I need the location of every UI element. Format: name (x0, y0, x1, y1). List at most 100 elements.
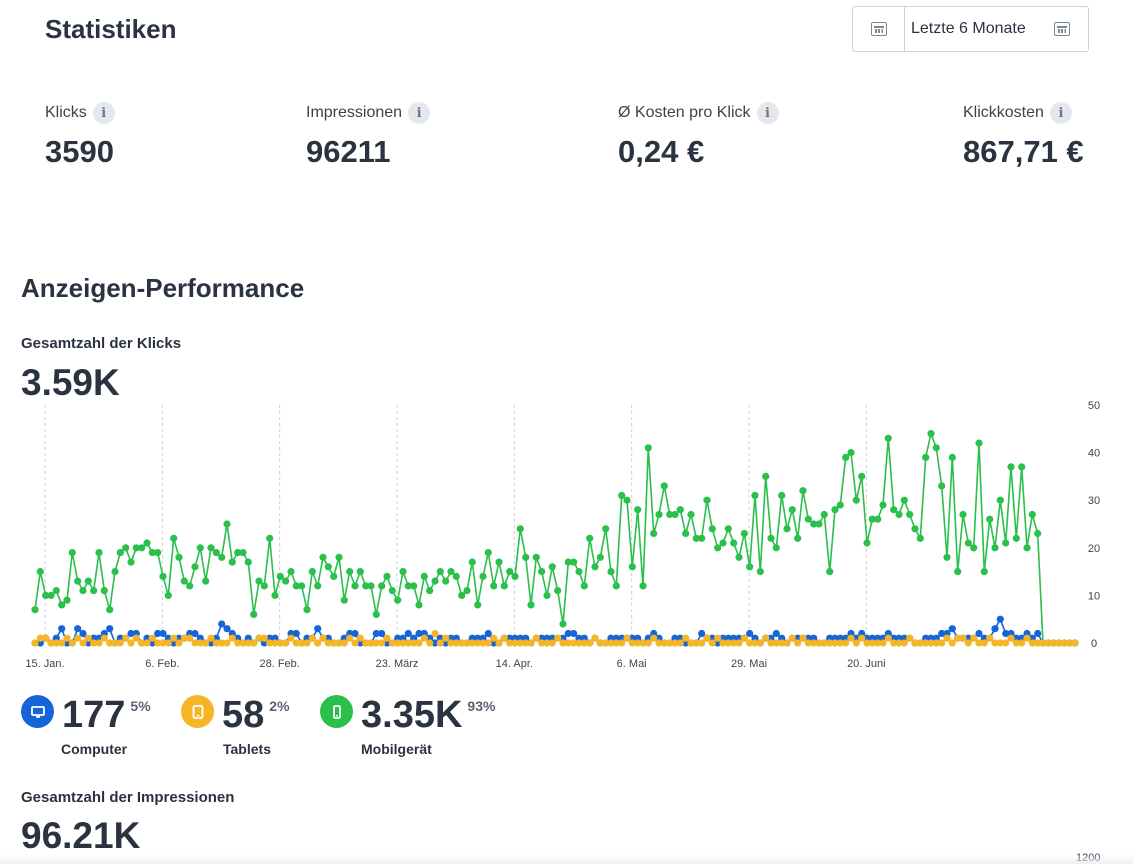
data-point (564, 639, 572, 647)
data-point (554, 634, 562, 642)
data-point (634, 506, 642, 514)
data-point (527, 601, 535, 609)
data-point (618, 491, 626, 499)
data-point (740, 634, 748, 642)
data-point (164, 639, 172, 647)
data-point (303, 639, 311, 647)
data-point (724, 525, 732, 533)
data-point (708, 525, 716, 533)
data-point (186, 634, 194, 642)
data-point (442, 634, 450, 642)
x-tick-label: 29. Mai (731, 658, 767, 670)
kpi-value: 96211 (306, 134, 391, 169)
data-point (84, 577, 92, 585)
data-point (351, 639, 359, 647)
data-point (986, 515, 994, 523)
data-point (234, 639, 242, 647)
data-point (31, 606, 39, 614)
data-point (986, 634, 994, 642)
legend-label: Computer (61, 741, 128, 757)
data-point (778, 639, 786, 647)
data-point (628, 563, 636, 571)
data-point (879, 639, 887, 647)
data-point (474, 639, 482, 647)
data-point (31, 639, 39, 647)
clicks-title: Gesamtzahl der Klicks (21, 335, 182, 352)
data-point (1060, 639, 1068, 647)
data-point (1007, 463, 1015, 471)
data-point (900, 496, 908, 504)
data-point (1034, 629, 1042, 638)
data-point (58, 639, 66, 647)
info-icon[interactable]: i (408, 102, 431, 124)
tablet-icon (181, 695, 214, 728)
smartphone-icon (320, 695, 353, 728)
data-point (212, 639, 220, 647)
y-tick-label: 10 (1088, 590, 1100, 602)
calendar-icon (1054, 22, 1070, 36)
data-point (863, 539, 871, 547)
data-point (159, 572, 167, 580)
data-point (954, 634, 962, 642)
data-point (276, 639, 284, 647)
data-point (820, 639, 828, 647)
data-point (186, 582, 194, 590)
data-point (847, 634, 855, 642)
data-point (154, 549, 162, 557)
data-point (607, 639, 615, 647)
data-point (388, 587, 396, 595)
data-point (106, 639, 114, 647)
calendar-button[interactable] (852, 6, 905, 52)
data-point (191, 629, 199, 638)
data-point (650, 529, 658, 538)
data-point (122, 634, 130, 642)
data-point (570, 639, 578, 647)
data-point (511, 639, 519, 647)
info-icon[interactable]: i (1049, 102, 1072, 124)
data-point (298, 582, 306, 590)
data-point (484, 549, 492, 557)
y-tick-label: 20 (1088, 543, 1100, 555)
data-point (1028, 510, 1036, 519)
data-point (143, 539, 151, 547)
legend-tablets: 58 2% Tablets (181, 695, 290, 757)
data-point (751, 491, 759, 499)
data-point (970, 544, 978, 552)
data-point (234, 549, 242, 557)
y-tick-label: 30 (1088, 495, 1100, 507)
data-point (991, 544, 999, 552)
data-point (388, 639, 396, 647)
data-point (330, 572, 338, 580)
data-point (378, 629, 386, 638)
data-point (692, 639, 700, 647)
data-point (84, 634, 92, 642)
data-point (244, 639, 252, 647)
x-tick-label: 6. Feb. (145, 658, 179, 670)
data-point (911, 639, 919, 647)
data-point (314, 639, 322, 647)
data-point (202, 577, 210, 585)
data-point (196, 639, 204, 647)
data-point (719, 539, 727, 547)
data-point (175, 639, 183, 647)
data-point (394, 639, 402, 647)
data-point (372, 639, 380, 647)
data-point (175, 553, 183, 561)
info-icon[interactable]: i (92, 102, 115, 124)
data-point (500, 582, 508, 590)
data-point (740, 529, 748, 538)
data-point (906, 510, 914, 519)
data-point (159, 639, 167, 647)
data-point (1039, 639, 1047, 647)
legend-percent: 5% (130, 698, 151, 714)
data-point (692, 534, 700, 542)
date-range-select[interactable]: Letzte 6 Monate (904, 6, 1089, 52)
data-point (703, 634, 711, 642)
data-point (996, 496, 1004, 504)
x-tick-label: 15. Jan. (25, 658, 64, 670)
data-point (79, 639, 87, 647)
data-point (836, 639, 844, 647)
info-icon[interactable]: i (756, 102, 779, 124)
data-point (138, 639, 146, 647)
data-point (543, 591, 551, 599)
